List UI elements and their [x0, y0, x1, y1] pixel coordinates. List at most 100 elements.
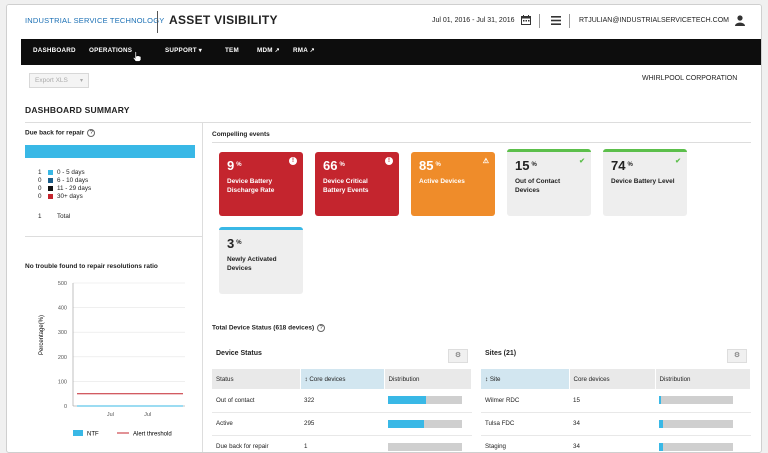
due-back-bar[interactable]: [25, 145, 195, 158]
header-divider: [539, 14, 540, 28]
cell-core-devices: 322: [300, 389, 384, 413]
table-header-row: Status ↕ Core devices Distribution: [212, 369, 472, 389]
due-back-title: Due back for repair?: [25, 129, 96, 137]
cell-site: Staging: [481, 435, 569, 452]
y-tick-label: 200: [58, 355, 67, 361]
tile-value: 66: [323, 158, 338, 173]
event-tile-battery-level[interactable]: 74% Device Battery Level ✔: [603, 149, 687, 216]
distribution-bar: [388, 396, 462, 405]
total-device-status-text: Total Device Status (618 devices): [212, 324, 315, 332]
menu-icon[interactable]: [551, 16, 561, 25]
event-tile-out-of-contact[interactable]: 15% Out of Contact Devices ✔: [507, 149, 591, 216]
table-row[interactable]: Active 295: [212, 412, 472, 436]
y-tick-label: 400: [58, 306, 67, 312]
nav-tem[interactable]: TEM: [225, 47, 239, 54]
cell-core-devices: 295: [300, 412, 384, 436]
divider: [25, 236, 203, 237]
cell-site: Tulsa FDC: [481, 412, 569, 436]
cell-distribution: [655, 412, 751, 436]
cell-status: Due back for repair: [212, 435, 300, 452]
event-tile-active-devices[interactable]: 85% Active Devices ⚠: [411, 152, 495, 216]
total-device-status-title: Total Device Status (618 devices)?: [212, 324, 326, 332]
nav-dashboard[interactable]: DASHBOARD: [33, 47, 76, 54]
info-icon[interactable]: ?: [87, 129, 96, 137]
table-row[interactable]: Tulsa FDC 34: [481, 412, 751, 436]
cell-core-devices: 1: [300, 435, 384, 452]
event-tile-newly-activated[interactable]: 3% Newly Activated Devices: [219, 227, 303, 294]
sites-title: Sites (21): [485, 350, 517, 357]
nav-support[interactable]: SUPPORT ▾: [165, 47, 203, 54]
table-row[interactable]: Out of contact 322: [212, 389, 472, 413]
event-tile-battery-discharge[interactable]: 9% Device Battery Discharge Rate !: [219, 152, 303, 216]
nav-rma[interactable]: RMA ↗: [293, 47, 315, 54]
check-icon: ✔: [675, 158, 681, 165]
sites-table: ↕ Site Core devices Distribution Wilmer …: [481, 369, 751, 452]
x-tick-label: Jul: [144, 412, 151, 418]
tile-value: 74: [611, 158, 626, 173]
legend-swatch: [48, 194, 53, 199]
tile-value: 15: [515, 158, 530, 173]
user-icon[interactable]: [735, 15, 745, 26]
y-tick-label: 300: [58, 330, 67, 336]
column-header-distribution[interactable]: Distribution: [384, 369, 472, 389]
distribution-bar: [659, 442, 733, 451]
cell-status: Active: [212, 412, 300, 436]
alert-icon: !: [385, 157, 393, 165]
y-axis-label: Percentage(%): [39, 315, 45, 355]
company-name: WHIRLPOOL CORPORATION: [642, 75, 738, 82]
gear-icon[interactable]: ⚙: [727, 349, 747, 363]
nav-operations[interactable]: OPERATIONS: [89, 47, 133, 54]
tile-value: 9: [227, 158, 235, 173]
tile-label: Active Devices: [419, 178, 465, 185]
info-icon[interactable]: ?: [317, 324, 326, 332]
distribution-fill: [388, 396, 427, 405]
device-status-table: Status ↕ Core devices Distribution Out o…: [212, 369, 472, 452]
tile-label: Device Battery Level: [611, 178, 675, 185]
hand-cursor-icon: [132, 51, 142, 62]
y-tick-label: 0: [64, 404, 67, 410]
tile-label: Newly Activated Devices: [227, 256, 277, 272]
distribution-bar: [659, 419, 733, 428]
tile-value: 85: [419, 158, 434, 173]
divider: [25, 122, 751, 123]
calendar-icon[interactable]: [521, 15, 531, 25]
cell-distribution: [655, 389, 751, 413]
column-header-distribution[interactable]: Distribution: [655, 369, 751, 389]
distribution-fill: [659, 442, 663, 451]
column-header-core-devices[interactable]: ↕ Core devices: [300, 369, 385, 389]
event-tile-critical-battery[interactable]: 66% Device Critical Battery Events !: [315, 152, 399, 216]
cell-distribution: [384, 412, 472, 436]
table-row[interactable]: Wilmer RDC 15: [481, 389, 751, 413]
main-content: Compelling events 9% Device Battery Disc…: [207, 123, 751, 452]
tile-label: Device Battery Discharge Rate: [227, 178, 275, 194]
legend-swatch: [48, 178, 53, 183]
due-back-total: 1 Total: [38, 213, 70, 220]
sites-panel: Sites (21) ⚙ ↕ Site Core devices Distrib…: [481, 345, 751, 452]
total-count: 1: [38, 213, 42, 220]
table-row[interactable]: Due back for repair 1: [212, 435, 472, 452]
legend-swatch-ntf: [73, 430, 83, 436]
date-range-picker[interactable]: Jul 01, 2016 - Jul 31, 2016: [432, 17, 515, 24]
export-label: Export XLS: [35, 77, 68, 84]
nav-mdm[interactable]: MDM ↗: [257, 47, 280, 54]
check-icon: ✔: [579, 158, 585, 165]
column-header-core-devices[interactable]: Core devices: [569, 369, 656, 389]
column-header-site[interactable]: ↕ Site: [481, 369, 570, 389]
distribution-fill: [659, 396, 662, 405]
total-label: Total: [57, 213, 71, 220]
y-tick-label: 100: [58, 379, 67, 385]
column-header-status[interactable]: Status: [212, 369, 301, 389]
brand-logo[interactable]: INDUSTRIAL SERVICE TECHNOLOGY: [25, 16, 165, 25]
y-tick-label: 500: [58, 281, 67, 287]
table-row[interactable]: Staging 34: [481, 435, 751, 452]
legend-swatch: [48, 170, 53, 175]
main-nav: DASHBOARD OPERATIONS SUPPORT ▾ TEM MDM ↗…: [21, 39, 761, 65]
user-email[interactable]: RTJULIAN@INDUSTRIALSERVICETECH.COM: [579, 17, 729, 24]
legend-label-threshold: Alert threshold: [133, 432, 172, 438]
export-xls-dropdown[interactable]: Export XLS ▾: [29, 73, 89, 88]
warning-icon: ⚠: [482, 158, 489, 165]
app-title: ASSET VISIBILITY: [169, 13, 278, 27]
gear-icon[interactable]: ⚙: [448, 349, 468, 363]
cell-core-devices: 34: [569, 435, 655, 452]
tile-label: Out of Contact Devices: [515, 178, 561, 194]
